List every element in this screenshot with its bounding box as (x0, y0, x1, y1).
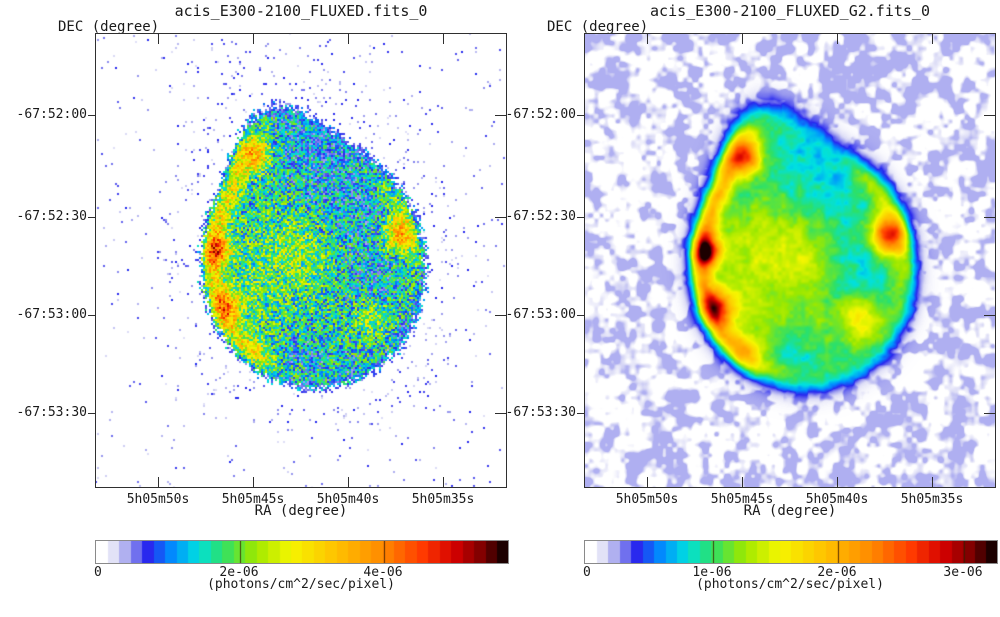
dec-tick-right (984, 115, 996, 116)
ra-tick-bottom (837, 477, 838, 487)
ra-tick-bottom (647, 477, 648, 487)
ra-tick-top (742, 34, 743, 44)
dec-axis-label: DEC (degree) (58, 19, 160, 35)
dec-tick-right (984, 413, 996, 414)
dec-tick-right (495, 315, 507, 316)
sky-image-canvas (584, 33, 996, 488)
dec-tick-left (577, 315, 584, 316)
dec-tick-label: -67:53:00 (16, 307, 87, 322)
dec-tick-right (495, 115, 507, 116)
dec-tick-left (88, 115, 95, 116)
dec-tick-left (88, 315, 95, 316)
ra-tick-bottom (932, 477, 933, 487)
colorbar-canvas (95, 540, 509, 564)
ra-tick-label: 5h05m40s (805, 492, 869, 507)
colorbar-tick-label: 4e-06 (363, 565, 403, 580)
colorbar-tick-label: 1e-06 (692, 565, 732, 580)
ra-tick-label: 5h05m40s (316, 492, 380, 507)
ra-tick-label: 5h05m45s (710, 492, 774, 507)
ra-tick-top (253, 34, 254, 44)
ra-tick-bottom (742, 477, 743, 487)
dec-tick-left (577, 115, 584, 116)
panel-title: acis_E300-2100_FLUXED_G2.fits_0 (650, 2, 930, 20)
colorbar-unit-label: (photons/cm^2/sec/pixel) (696, 577, 884, 592)
ra-tick-top (158, 34, 159, 44)
dec-axis-label: DEC (degree) (547, 19, 649, 35)
ra-tick-bottom (158, 477, 159, 487)
sky-image-canvas (95, 33, 507, 488)
ra-tick-top (443, 34, 444, 44)
ra-tick-label: 5h05m35s (900, 492, 964, 507)
ra-tick-label: 5h05m50s (126, 492, 190, 507)
ra-tick-bottom (443, 477, 444, 487)
dec-tick-right (495, 413, 507, 414)
dec-tick-left (577, 413, 584, 414)
colorbar-canvas (584, 540, 998, 564)
dec-tick-left (577, 217, 584, 218)
colorbar-tick-label: 0 (94, 565, 102, 580)
dec-tick-label: -67:53:30 (505, 405, 576, 420)
dec-tick-label: -67:52:00 (16, 107, 87, 122)
dec-tick-left (88, 217, 95, 218)
dec-tick-label: -67:52:30 (505, 209, 576, 224)
dec-tick-left (88, 413, 95, 414)
ra-axis-label: RA (degree) (743, 503, 837, 519)
colorbar-tick-label: 2e-06 (219, 565, 259, 580)
colorbar-tick-label: 2e-06 (817, 565, 857, 580)
ra-tick-top (348, 34, 349, 44)
ra-tick-label: 5h05m45s (221, 492, 285, 507)
panel-title: acis_E300-2100_FLUXED.fits_0 (174, 2, 428, 20)
dec-tick-right (495, 217, 507, 218)
ra-tick-label: 5h05m50s (615, 492, 679, 507)
dec-tick-label: -67:52:30 (16, 209, 87, 224)
dec-tick-right (984, 315, 996, 316)
dec-tick-label: -67:53:30 (16, 405, 87, 420)
colorbar-unit-label: (photons/cm^2/sec/pixel) (207, 577, 395, 592)
ra-tick-top (932, 34, 933, 44)
ra-tick-bottom (253, 477, 254, 487)
panel-right: acis_E300-2100_FLUXED_G2.fits_0 DEC (deg… (506, 0, 998, 617)
dec-tick-right (984, 217, 996, 218)
ra-tick-top (837, 34, 838, 44)
colorbar-tick-label: 3e-06 (943, 565, 983, 580)
ra-tick-top (647, 34, 648, 44)
ra-tick-bottom (348, 477, 349, 487)
ra-axis-label: RA (degree) (254, 503, 348, 519)
panel-left: acis_E300-2100_FLUXED.fits_0 DEC (degree… (17, 0, 509, 617)
colorbar-tick-label: 0 (583, 565, 591, 580)
dec-tick-label: -67:53:00 (505, 307, 576, 322)
dec-tick-label: -67:52:00 (505, 107, 576, 122)
ra-tick-label: 5h05m35s (411, 492, 475, 507)
